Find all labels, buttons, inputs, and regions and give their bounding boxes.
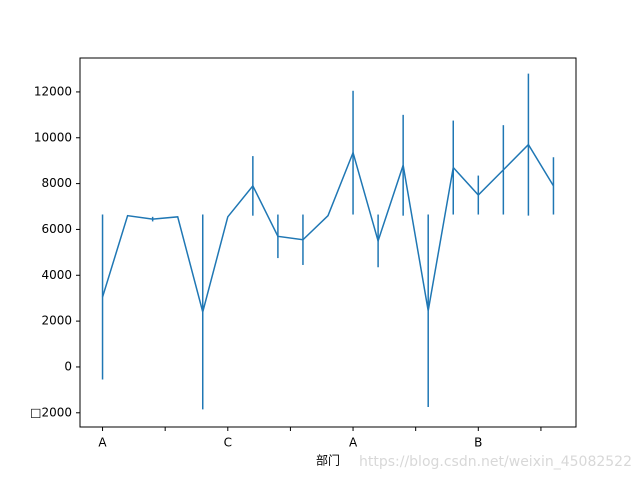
x-tick-label: B: [474, 436, 482, 450]
y-tick-label: 0: [64, 359, 72, 373]
x-tick-label: A: [349, 436, 358, 450]
x-tick-label: A: [98, 436, 107, 450]
y-tick-label: 10000: [34, 130, 72, 144]
watermark: https://blog.csdn.net/weixin_45082522: [359, 454, 632, 470]
y-tick-label: 8000: [41, 176, 72, 190]
x-tick-label: C: [224, 436, 232, 450]
y-tick-label: 6000: [41, 222, 72, 236]
y-tick-label: 4000: [41, 268, 72, 282]
plot-frame: [79, 57, 577, 428]
y-tick-label: 12000: [34, 84, 72, 98]
x-axis-label: 部门: [316, 453, 340, 468]
y-tick-label: □2000: [30, 405, 72, 419]
line: [101, 143, 555, 315]
y-tick-label: 2000: [41, 314, 72, 328]
